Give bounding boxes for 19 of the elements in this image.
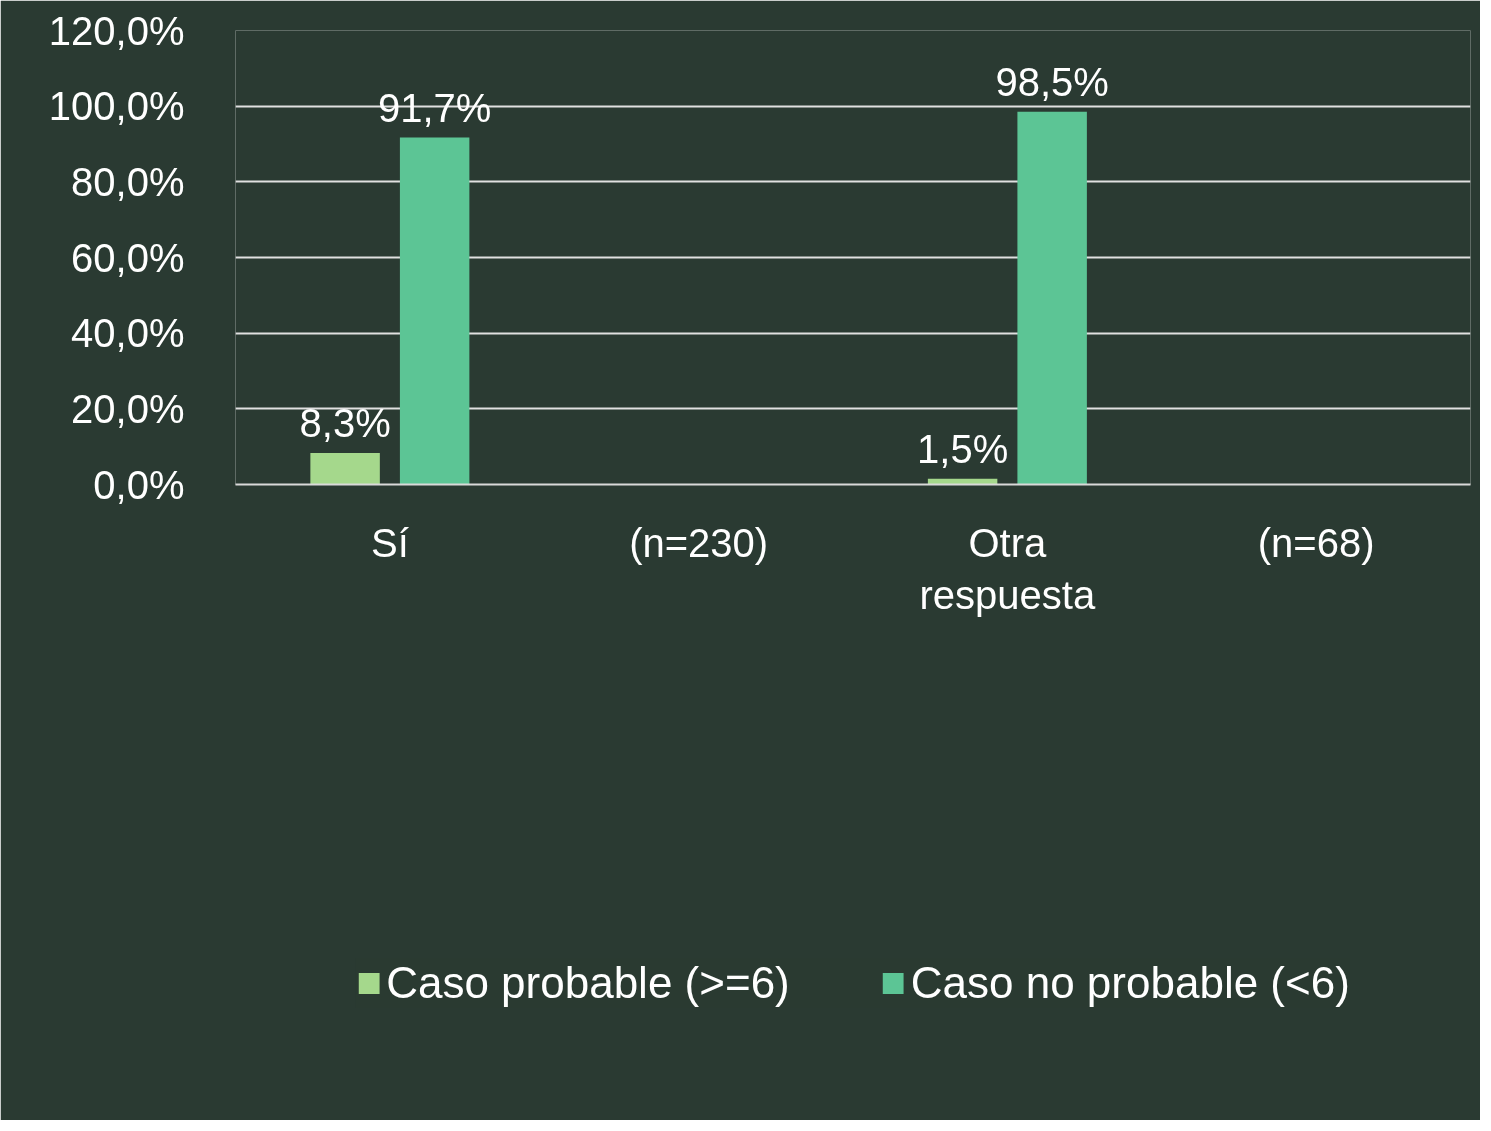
legend-label: Caso no probable (<6) [910,957,1350,1008]
bar [310,453,380,485]
y-tick-label: 100,0% [48,84,185,129]
y-tick-label: 120,0% [48,8,185,53]
x-tick-label: Otra respuesta [919,520,1096,618]
y-tick-label: 40,0% [71,311,185,356]
y-tick-label: 60,0% [71,235,185,280]
bar [399,137,470,485]
x-tick-label: (n=230) [629,520,769,565]
y-tick-label: 0,0% [93,462,185,507]
data-label: 8,3% [299,401,391,446]
bar [1017,111,1087,485]
legend-label: Caso probable (>=6) [386,957,790,1008]
x-tick-label: Sí [370,520,409,565]
data-label: 98,5% [995,59,1109,104]
data-label: 1,5% [917,426,1009,471]
y-tick-label: 80,0% [71,159,185,204]
x-tick-label: (n=68) [1257,520,1375,565]
y-tick-label: 20,0% [71,386,185,431]
